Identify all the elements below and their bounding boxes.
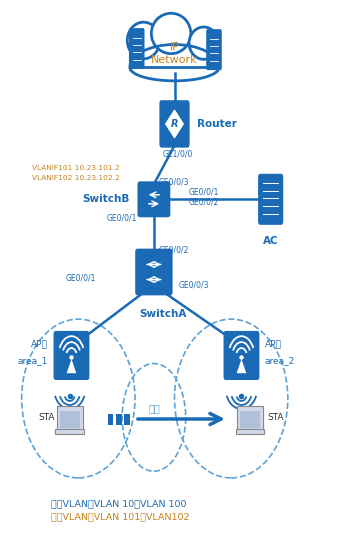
FancyBboxPatch shape <box>240 411 260 428</box>
Text: area_2: area_2 <box>265 356 295 366</box>
FancyBboxPatch shape <box>135 249 172 295</box>
Ellipse shape <box>151 13 191 54</box>
Text: Router: Router <box>197 119 237 129</box>
Text: AP：: AP： <box>31 339 48 348</box>
Polygon shape <box>237 359 246 373</box>
FancyBboxPatch shape <box>53 331 89 380</box>
FancyBboxPatch shape <box>206 29 222 70</box>
Text: STA: STA <box>268 413 284 422</box>
Text: GE0/0/3: GE0/0/3 <box>179 281 209 290</box>
Text: SwitchA: SwitchA <box>139 308 186 319</box>
Text: GE1/0/0: GE1/0/0 <box>163 149 193 158</box>
FancyBboxPatch shape <box>138 181 170 217</box>
FancyBboxPatch shape <box>236 429 265 434</box>
Text: VLANIF101 10.23.101.2: VLANIF101 10.23.101.2 <box>32 164 120 170</box>
Text: AC: AC <box>263 236 279 246</box>
Text: VLANIF102 10.23.102.2: VLANIF102 10.23.102.2 <box>32 175 120 181</box>
Text: Network: Network <box>151 55 198 65</box>
FancyBboxPatch shape <box>124 413 130 425</box>
FancyBboxPatch shape <box>258 174 283 225</box>
Polygon shape <box>166 110 183 138</box>
Text: area_1: area_1 <box>18 356 48 366</box>
Text: AP：: AP： <box>265 339 282 348</box>
Text: GE0/0/2: GE0/0/2 <box>188 197 218 207</box>
Text: GE0/0/3: GE0/0/3 <box>159 177 190 186</box>
Text: 漫游: 漫游 <box>149 403 161 413</box>
FancyBboxPatch shape <box>237 406 263 431</box>
Text: 业务VLAN：VLAN 101、VLAN102: 业务VLAN：VLAN 101、VLAN102 <box>51 512 190 522</box>
FancyBboxPatch shape <box>224 331 259 380</box>
Polygon shape <box>67 359 76 373</box>
FancyBboxPatch shape <box>159 100 190 147</box>
FancyBboxPatch shape <box>108 413 113 425</box>
FancyBboxPatch shape <box>57 406 82 431</box>
FancyBboxPatch shape <box>117 413 122 425</box>
Text: GE0/0/1: GE0/0/1 <box>106 214 137 222</box>
Ellipse shape <box>127 22 160 59</box>
Text: SwitchB: SwitchB <box>82 194 129 205</box>
Ellipse shape <box>189 27 218 59</box>
FancyBboxPatch shape <box>60 411 80 428</box>
Text: 管理VLAN：VLAN 10、VLAN 100: 管理VLAN：VLAN 10、VLAN 100 <box>51 499 186 508</box>
Text: GE0/0/2: GE0/0/2 <box>159 246 190 255</box>
Text: GE0/0/1: GE0/0/1 <box>66 274 96 283</box>
FancyBboxPatch shape <box>55 429 84 434</box>
Text: GE0/0/1: GE0/0/1 <box>188 188 218 197</box>
Text: STA: STA <box>38 413 55 422</box>
FancyBboxPatch shape <box>129 28 144 69</box>
Text: R: R <box>171 119 178 129</box>
Text: IP: IP <box>170 42 179 52</box>
